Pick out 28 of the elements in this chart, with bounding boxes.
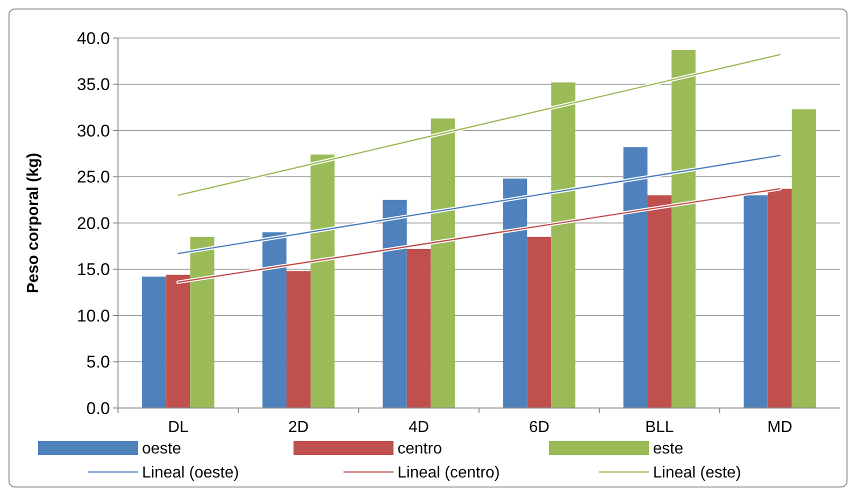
y-tick-label: 40.0 bbox=[76, 28, 110, 48]
y-tick-label: 15.0 bbox=[76, 260, 110, 280]
x-tick-label: 6D bbox=[528, 419, 550, 436]
bar bbox=[527, 236, 552, 408]
y-tick-label: 35.0 bbox=[76, 75, 110, 94]
x-tick-label: 4D bbox=[408, 419, 430, 436]
bar bbox=[792, 109, 816, 408]
y-tick-label: 20.0 bbox=[76, 214, 110, 233]
y-tick-label: 25.0 bbox=[76, 168, 110, 187]
bar bbox=[190, 236, 214, 408]
text: oeste bbox=[142, 440, 182, 458]
y-tick-label: 0.0 bbox=[86, 398, 110, 418]
y-tick-label: 30.0 bbox=[76, 121, 110, 140]
legend-label: Lineal (oeste) bbox=[142, 464, 239, 482]
x-tick-label: DL bbox=[168, 419, 188, 436]
y-tick-label: 10.0 bbox=[76, 306, 110, 326]
bar bbox=[142, 276, 166, 408]
legend-label: Lineal (este) bbox=[653, 464, 742, 482]
bar bbox=[286, 271, 311, 408]
x-tick-label: BLL bbox=[645, 419, 674, 436]
bar bbox=[744, 195, 768, 408]
legend-label: Lineal (centro) bbox=[398, 464, 500, 482]
y-tick-label: 5.0 bbox=[86, 352, 110, 372]
x-tick-label: 2D bbox=[288, 419, 309, 436]
x-tick-label: MD bbox=[767, 419, 792, 436]
text: este bbox=[653, 440, 684, 458]
text: centro bbox=[398, 440, 442, 458]
y-axis-title: Peso corporal (kg) bbox=[25, 152, 42, 294]
